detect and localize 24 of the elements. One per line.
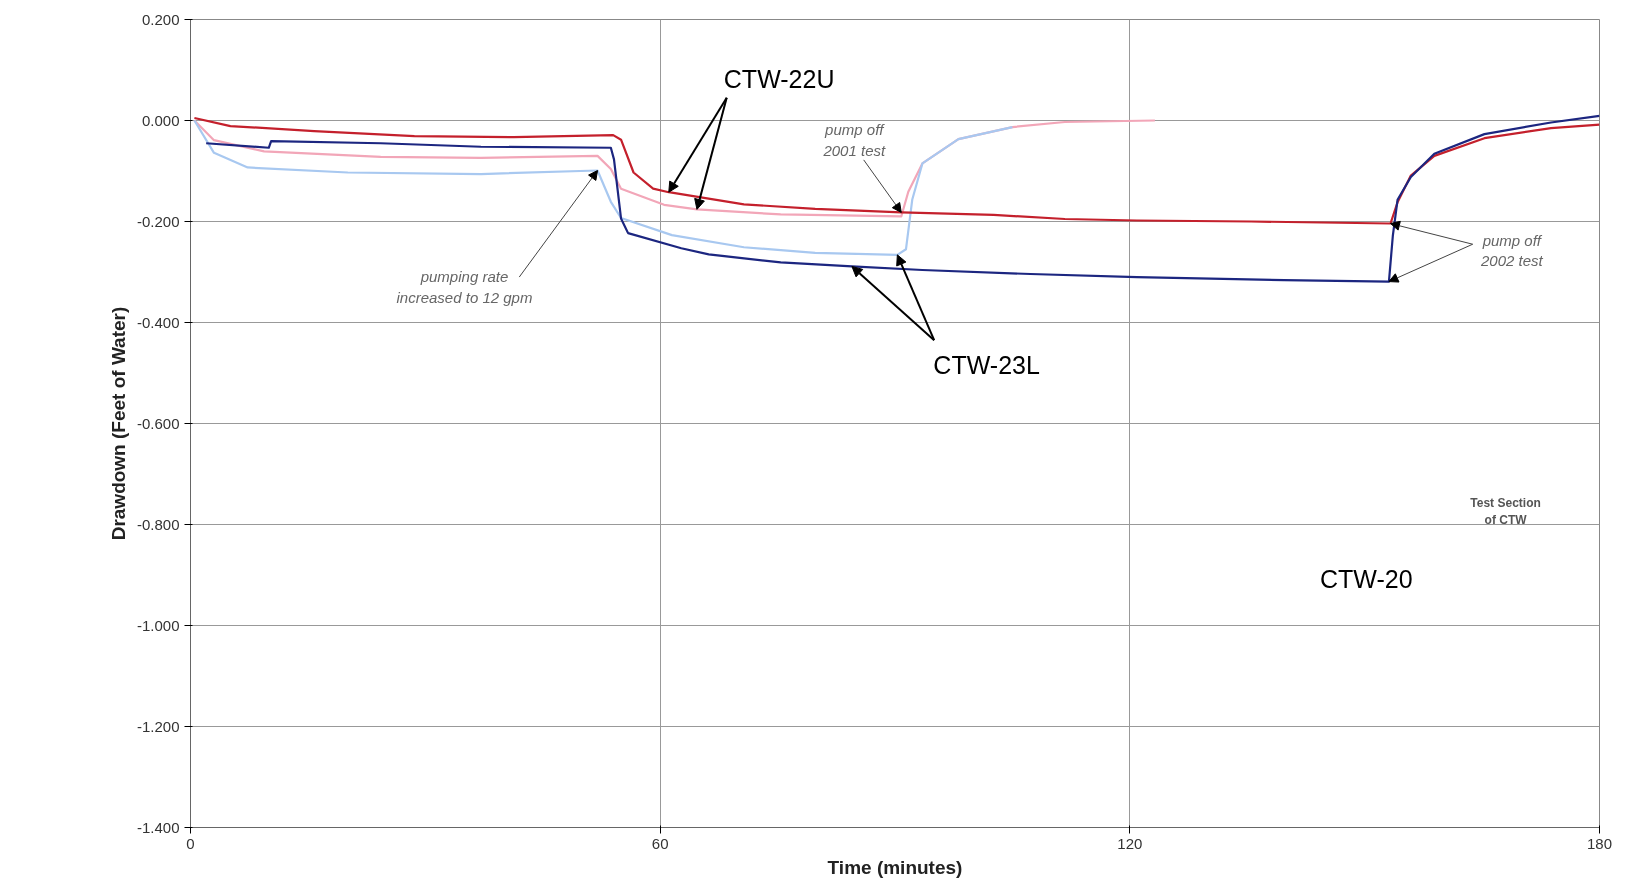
y-tick-label: 0.000	[141, 111, 180, 129]
annotation: CTW-22U	[723, 65, 835, 94]
annotation: pump off 2001 test	[822, 121, 886, 159]
y-tick-label: -1.000	[136, 616, 180, 634]
x-tick-label: 180	[1586, 834, 1613, 852]
x-axis-title: Time (minutes)	[827, 856, 963, 878]
y-tick-label: -1.200	[136, 717, 180, 735]
x-tick-label: 0	[186, 834, 195, 852]
y-tick-label: -0.800	[136, 515, 180, 533]
annotation: pumping rate increased to 12 gpm	[396, 268, 533, 306]
y-tick-label: -0.600	[136, 414, 180, 432]
annotation: CTW-20	[1319, 564, 1413, 593]
x-tick-label: 60	[651, 834, 669, 852]
annotation: CTW-23L	[933, 351, 1040, 380]
y-tick-label: 0.200	[141, 10, 180, 28]
annotation: Test Section of CTW	[1470, 496, 1541, 528]
annotation: pump off 2002 test	[1479, 232, 1544, 270]
line-series	[193, 119, 1156, 218]
y-tick-label: -1.400	[136, 818, 180, 836]
line-series	[205, 114, 1600, 283]
y-axis-title: Drawdown (Feet of Water)	[107, 306, 129, 541]
x-tick-label: 120	[1117, 834, 1143, 852]
y-tick-label: -0.400	[136, 313, 180, 331]
y-tick-label: -0.200	[136, 212, 180, 230]
